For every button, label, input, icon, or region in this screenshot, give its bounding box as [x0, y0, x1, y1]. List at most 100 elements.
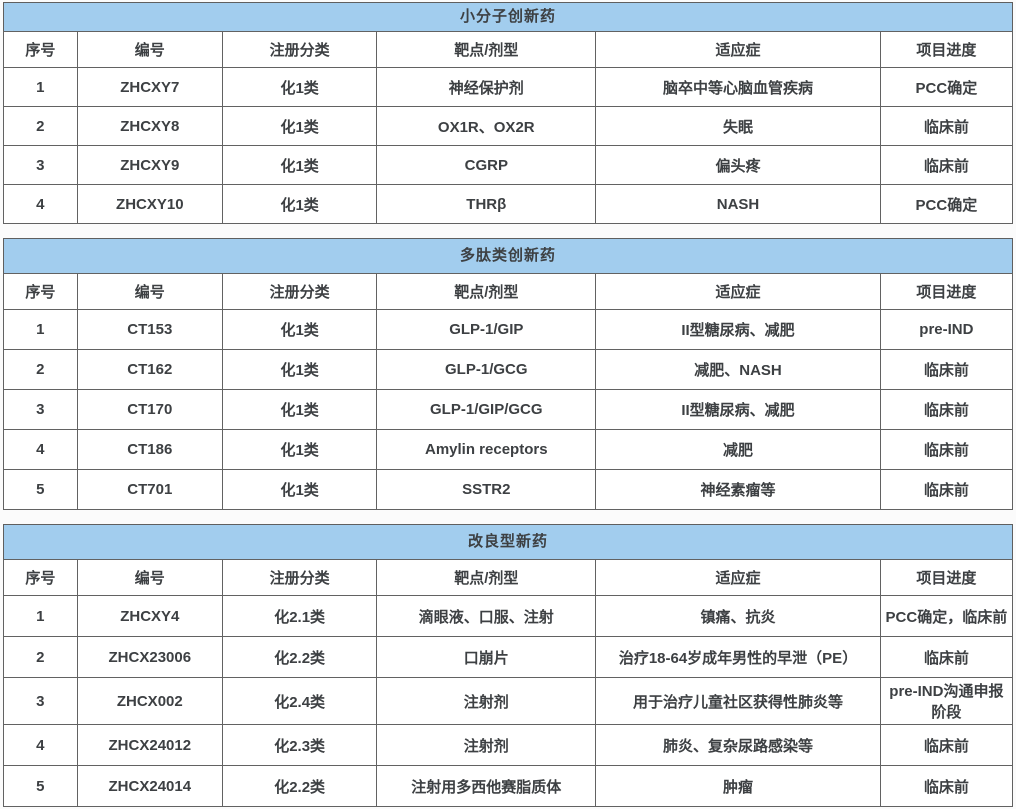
table-cell: 化1类: [221, 67, 378, 107]
column-header: 注册分类: [221, 31, 378, 68]
table-cell: CT701: [76, 469, 223, 510]
table-cell: PCC确定，临床前: [879, 595, 1014, 637]
table-cell: 化1类: [221, 469, 378, 510]
table-cell: 临床前: [879, 429, 1014, 470]
table-cell: ZHCXY10: [76, 184, 223, 224]
column-header: 适应症: [595, 273, 881, 310]
table-title: 改良型新药: [3, 524, 1013, 559]
table-cell: CT186: [76, 429, 223, 470]
table-cell: 化2.2类: [221, 765, 378, 807]
table-cell: 镇痛、抗炎: [595, 595, 881, 637]
table-cell: 化1类: [221, 429, 378, 470]
table-cell: 化2.4类: [221, 677, 378, 725]
table-cell: 神经保护剂: [376, 67, 597, 107]
table-cell: ZHCXY4: [76, 595, 223, 637]
table-cell: 化2.1类: [221, 595, 378, 637]
table-cell: 1: [3, 595, 78, 637]
table-row: 5 CT701 化1类 SSTR2 神经素瘤等 临床前: [3, 469, 1014, 510]
table-cell: ZHCXY7: [76, 67, 223, 107]
table-cell: 临床前: [879, 389, 1014, 430]
table-row: 1 CT153 化1类 GLP-1/GIP II型糖尿病、减肥 pre-IND: [3, 309, 1014, 350]
column-header: 项目进度: [879, 559, 1014, 596]
table-cell: II型糖尿病、减肥: [595, 389, 881, 430]
table-cell: 5: [3, 469, 78, 510]
table-cell: 临床前: [879, 145, 1014, 185]
column-header: 靶点/剂型: [376, 31, 597, 68]
table-row: 1 ZHCXY7 化1类 神经保护剂 脑卒中等心脑血管疾病 PCC确定: [3, 67, 1014, 107]
table-cell: GLP-1/GIP: [376, 309, 597, 350]
data-table: 序号 编号 注册分类 靶点/剂型 适应症 项目进度 1 CT153 化1类 GLP-1…: [3, 273, 1014, 510]
table-row: 2 ZHCXY8 化1类 OX1R、OX2R 失眠 临床前: [3, 106, 1014, 146]
table-cell: 2: [3, 636, 78, 678]
table-cell: 化1类: [221, 145, 378, 185]
table-cell: 1: [3, 67, 78, 107]
column-header: 编号: [76, 559, 223, 596]
table-row: 4 ZHCX24012 化2.3类 注射剂 肺炎、复杂尿路感染等 临床前: [3, 724, 1014, 766]
data-table: 序号 编号 注册分类 靶点/剂型 适应症 项目进度 1 ZHCXY4 化2.1类 滴眼…: [3, 559, 1014, 807]
table-cell: 滴眼液、口服、注射: [376, 595, 597, 637]
table-cell: 3: [3, 389, 78, 430]
table-cell: 3: [3, 677, 78, 725]
table-cell: CT162: [76, 349, 223, 390]
table-cell: 注射剂: [376, 677, 597, 725]
column-header: 序号: [3, 273, 78, 310]
table-cell: OX1R、OX2R: [376, 106, 597, 146]
column-header: 靶点/剂型: [376, 559, 597, 596]
column-header: 序号: [3, 31, 78, 68]
table-row: 2 ZHCX23006 化2.2类 口崩片 治疗18-64岁成年男性的早泄（PE） 临床前: [3, 636, 1014, 678]
table-cell: NASH: [595, 184, 881, 224]
table-cell: 4: [3, 429, 78, 470]
table-cell: 5: [3, 765, 78, 807]
table-row: 3 ZHCXY9 化1类 CGRP 偏头疼 临床前: [3, 145, 1014, 185]
column-header: 编号: [76, 273, 223, 310]
table-cell: 注射剂: [376, 724, 597, 766]
table-cell: 化1类: [221, 389, 378, 430]
table-cell: 临床前: [879, 724, 1014, 766]
table-cell: 化2.2类: [221, 636, 378, 678]
table-cell: 2: [3, 106, 78, 146]
table-cell: 肿瘤: [595, 765, 881, 807]
header-row: 序号 编号 注册分类 靶点/剂型 适应症 项目进度: [3, 559, 1014, 596]
table-cell: ZHCX23006: [76, 636, 223, 678]
table-cell: 4: [3, 724, 78, 766]
column-header: 靶点/剂型: [376, 273, 597, 310]
table-cell: 口崩片: [376, 636, 597, 678]
table-cell: GLP-1/GCG: [376, 349, 597, 390]
table-cell: 临床前: [879, 106, 1014, 146]
data-table: 序号 编号 注册分类 靶点/剂型 适应症 项目进度 1 ZHCXY7 化1类 神经保护…: [3, 31, 1014, 224]
table-cell: 3: [3, 145, 78, 185]
table-row: 3 ZHCX002 化2.4类 注射剂 用于治疗儿童社区获得性肺炎等 pre-IND沟通申…: [3, 677, 1014, 725]
table-cell: GLP-1/GIP/GCG: [376, 389, 597, 430]
table-cell: 脑卒中等心脑血管疾病: [595, 67, 881, 107]
table-cell: 用于治疗儿童社区获得性肺炎等: [595, 677, 881, 725]
table-cell: 化1类: [221, 106, 378, 146]
table-cell: 临床前: [879, 349, 1014, 390]
table-cell: CT170: [76, 389, 223, 430]
table-row: 5 ZHCX24014 化2.2类 注射用多西他赛脂质体 肿瘤 临床前: [3, 765, 1014, 807]
table-small-molecule-innovative-drugs: 小分子创新药 序号 编号 注册分类 靶点/剂型 适应症 项目进度 1 ZHCXY7…: [3, 2, 1014, 224]
table-cell: 4: [3, 184, 78, 224]
table-cell: II型糖尿病、减肥: [595, 309, 881, 350]
table-cell: CT153: [76, 309, 223, 350]
table-cell: 化1类: [221, 349, 378, 390]
table-cell: 化1类: [221, 184, 378, 224]
table-cell: 减肥、NASH: [595, 349, 881, 390]
table-cell: 临床前: [879, 765, 1014, 807]
table-cell: 1: [3, 309, 78, 350]
column-header: 适应症: [595, 31, 881, 68]
column-header: 编号: [76, 31, 223, 68]
table-peptide-innovative-drugs: 多肽类创新药 序号 编号 注册分类 靶点/剂型 适应症 项目进度 1 CT153 化…: [3, 238, 1014, 510]
table-title: 多肽类创新药: [3, 238, 1013, 273]
column-header: 序号: [3, 559, 78, 596]
table-cell: 治疗18-64岁成年男性的早泄（PE）: [595, 636, 881, 678]
table-cell: 失眠: [595, 106, 881, 146]
table-cell: ZHCX24012: [76, 724, 223, 766]
table-cell: 临床前: [879, 469, 1014, 510]
table-row: 3 CT170 化1类 GLP-1/GIP/GCG II型糖尿病、减肥 临床前: [3, 389, 1014, 430]
table-cell: 偏头疼: [595, 145, 881, 185]
table-row: 4 ZHCXY10 化1类 THRβ NASH PCC确定: [3, 184, 1014, 224]
column-header: 适应症: [595, 559, 881, 596]
table-cell: ZHCX24014: [76, 765, 223, 807]
header-row: 序号 编号 注册分类 靶点/剂型 适应症 项目进度: [3, 273, 1014, 310]
